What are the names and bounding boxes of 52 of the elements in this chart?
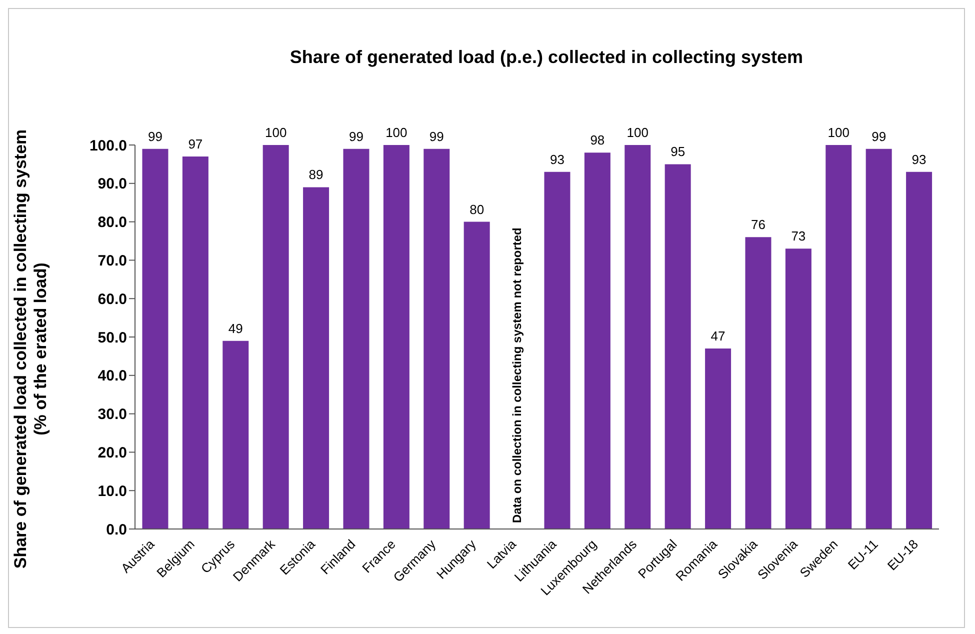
bar [826,145,852,529]
data-label: 98 [590,132,605,148]
y-tick-label: 90.0 [98,176,127,193]
data-label: 99 [429,128,444,144]
y-tick-label: 80.0 [98,214,127,232]
bar [866,148,892,529]
data-label: 93 [550,152,564,167]
y-tick-label: 30.0 [98,406,127,424]
data-label: 99 [872,128,886,144]
data-label: 100 [828,125,850,140]
chart-title: Share of generated load (p.e.) collected in collecting system [288,47,804,68]
data-label: 97 [188,136,203,152]
y-tick-label: 60.0 [98,290,127,308]
y-tick-label: 40.0 [98,368,127,385]
y-axis-title: Share of generated load collected in collecting system (% of the erated load) [11,129,51,569]
bar [424,148,450,529]
data-label: 49 [228,320,243,336]
data-label: 73 [791,228,806,244]
bar [785,248,812,529]
bar [343,148,370,529]
data-label: 89 [308,167,324,182]
bar [705,348,732,529]
data-label: 47 [710,328,726,344]
data-label: 100 [386,125,408,140]
bar [303,187,330,529]
data-label: 99 [349,128,364,144]
bar [182,156,208,529]
data-label: 99 [148,128,162,144]
bar [142,148,168,529]
bar [906,172,932,529]
data-label: 76 [751,217,766,232]
bar [383,145,410,529]
bar [745,237,772,529]
y-tick-label: 20.0 [98,444,127,462]
bar [664,164,691,529]
bar [222,340,249,529]
bar [464,222,490,529]
data-label: 100 [264,125,287,140]
data-label: 80 [470,202,484,217]
bar [624,145,651,529]
bar [262,145,289,529]
y-tick-label: 0.0 [106,521,127,538]
data-label: 93 [912,152,926,167]
bar [584,152,610,529]
bar [544,172,570,529]
data-label: 100 [626,125,648,140]
y-tick-label: 100.0 [89,137,127,154]
y-tick-label: 50.0 [98,329,127,346]
annotation: Data on collection in collecting system not reported [510,228,524,523]
y-tick-label: 10.0 [98,482,127,500]
y-tick-label: 70.0 [98,252,127,270]
data-label: 95 [670,144,686,160]
